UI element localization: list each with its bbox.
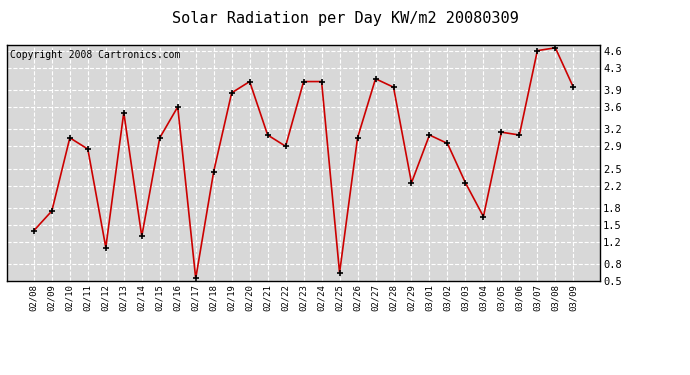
Text: Copyright 2008 Cartronics.com: Copyright 2008 Cartronics.com xyxy=(10,50,180,60)
Text: Solar Radiation per Day KW/m2 20080309: Solar Radiation per Day KW/m2 20080309 xyxy=(172,11,518,26)
